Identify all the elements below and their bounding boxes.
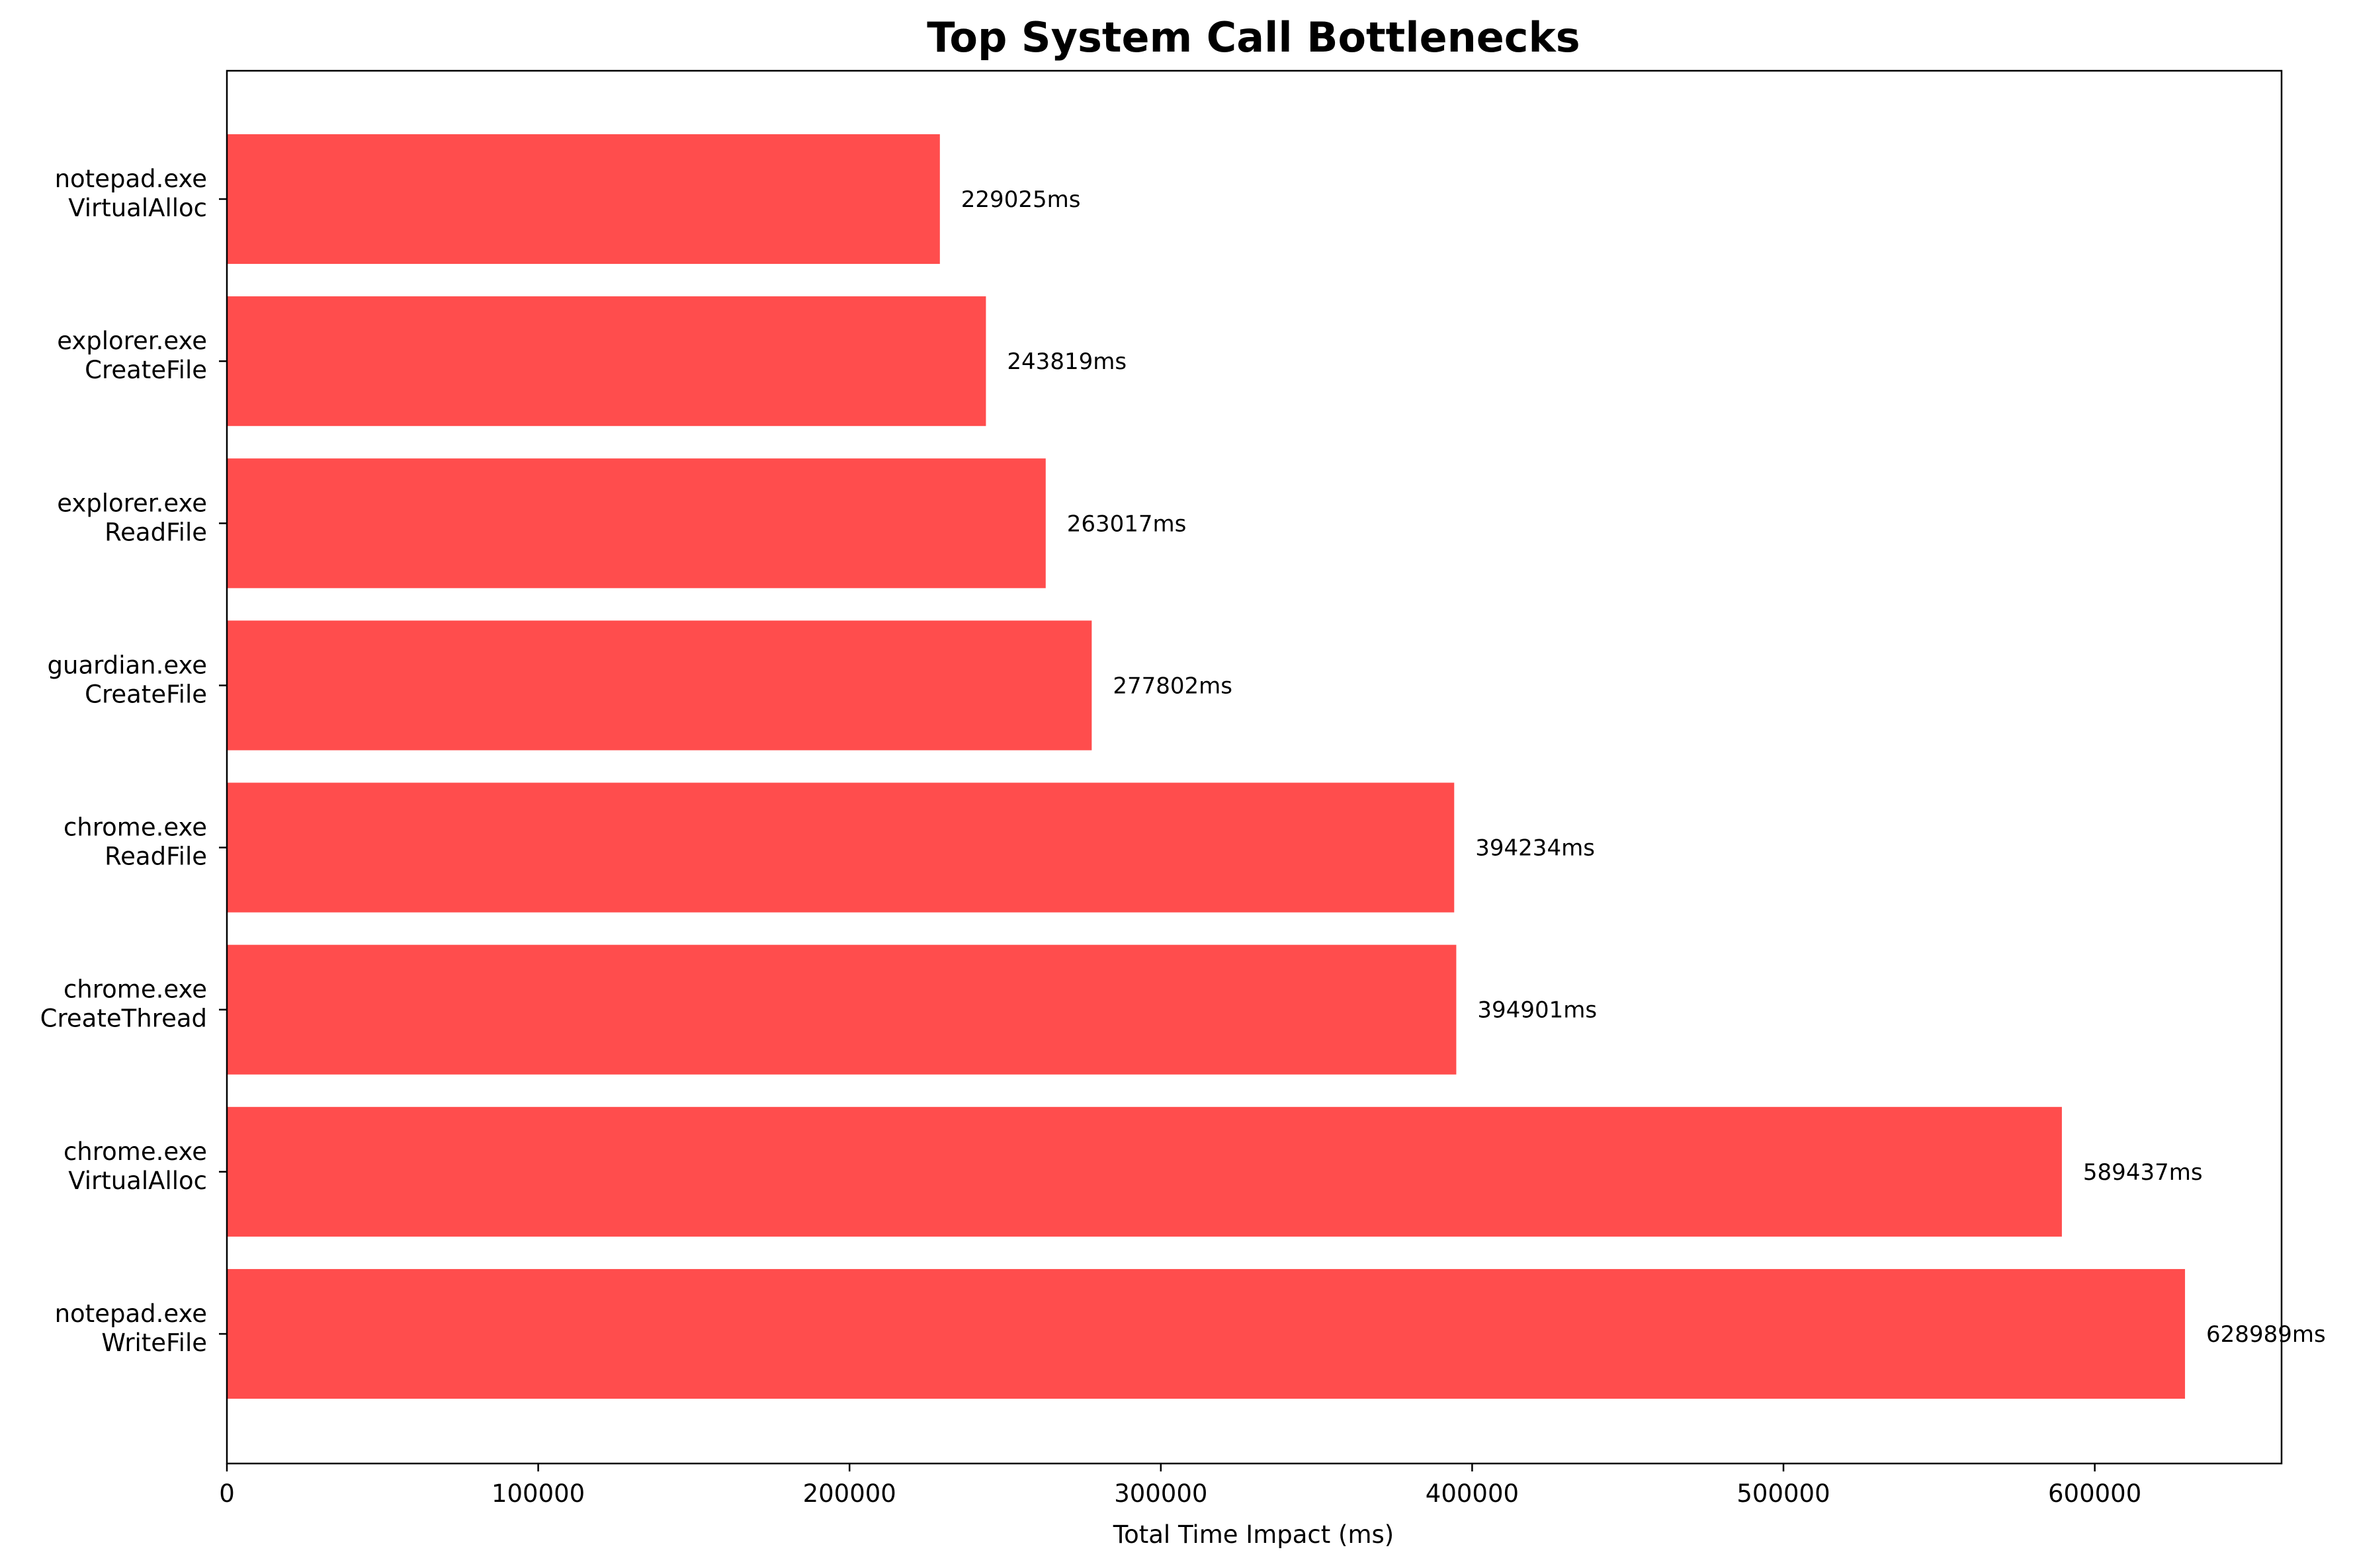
- data-label-6: 589437ms: [2083, 1159, 2203, 1186]
- y-tick-label-syscall: CreateThread: [40, 1005, 207, 1033]
- y-tick-label-process: chrome.exe: [64, 813, 207, 842]
- y-tick-label-syscall: ReadFile: [105, 843, 207, 871]
- y-tick-label-0: notepad.exe VirtualAlloc: [55, 165, 207, 222]
- y-tick-label-3: guardian.exe CreateFile: [48, 651, 207, 708]
- y-tick-label-process: explorer.exe: [57, 327, 207, 355]
- bar-4: [227, 782, 1455, 913]
- x-tick-label-2: 200000: [803, 1479, 896, 1508]
- data-label-4: 394234ms: [1475, 835, 1595, 862]
- x-axis: 0 100000 200000 300000 400000 500000 600000: [219, 1464, 2141, 1508]
- y-tick-label-process: guardian.exe: [48, 651, 207, 679]
- x-axis-label: Total Time Impact (ms): [1113, 1520, 1394, 1549]
- x-tick-label-0: 0: [219, 1479, 235, 1508]
- y-tick-label-syscall: VirtualAlloc: [68, 194, 207, 222]
- data-label-5: 394901ms: [1477, 997, 1597, 1024]
- bar-5: [227, 944, 1457, 1075]
- bars-group: [227, 134, 2186, 1399]
- y-tick-label-syscall: ReadFile: [105, 518, 207, 546]
- x-tick-label-6: 600000: [2048, 1479, 2141, 1508]
- data-label-2: 263017ms: [1067, 511, 1187, 537]
- bar-2: [227, 458, 1046, 589]
- y-tick-label-7: notepad.exe WriteFile: [55, 1300, 207, 1357]
- bar-3: [227, 620, 1092, 751]
- x-tick-label-4: 400000: [1426, 1479, 1519, 1508]
- plot-frame: [226, 69, 2283, 1465]
- y-tick-label-1: explorer.exe CreateFile: [57, 327, 207, 384]
- y-tick-label-syscall: WriteFile: [101, 1329, 207, 1357]
- bar-1: [227, 296, 986, 427]
- data-label-7: 628989ms: [2206, 1321, 2326, 1348]
- data-label-1: 243819ms: [1007, 349, 1127, 375]
- y-tick-label-6: chrome.exe VirtualAlloc: [64, 1137, 207, 1195]
- y-tick-label-syscall: CreateFile: [85, 680, 207, 708]
- x-tick-label-3: 300000: [1114, 1479, 1207, 1508]
- chart-title: Top System Call Bottlenecks: [927, 13, 1580, 62]
- y-tick-label-syscall: CreateFile: [85, 356, 207, 384]
- y-tick-label-syscall: VirtualAlloc: [68, 1167, 207, 1195]
- y-tick-label-5: chrome.exe CreateThread: [40, 975, 207, 1033]
- y-tick-label-process: chrome.exe: [64, 975, 207, 1004]
- y-tick-label-process: notepad.exe: [55, 1300, 207, 1328]
- y-tick-label-2: explorer.exe ReadFile: [57, 489, 207, 546]
- bar-0: [227, 134, 940, 265]
- data-label-0: 229025ms: [961, 186, 1081, 213]
- data-labels-group: 229025ms 243819ms 263017ms 277802ms 394234ms…: [961, 186, 2326, 1348]
- bar-6: [227, 1106, 2062, 1237]
- data-label-3: 277802ms: [1113, 673, 1232, 699]
- y-tick-label-process: chrome.exe: [64, 1137, 207, 1166]
- x-tick-label-5: 500000: [1736, 1479, 1830, 1508]
- y-tick-label-4: chrome.exe ReadFile: [64, 813, 207, 871]
- x-tick-label-1: 100000: [492, 1479, 585, 1508]
- bar-7: [227, 1268, 2186, 1399]
- y-tick-label-process: explorer.exe: [57, 489, 207, 517]
- y-tick-label-process: notepad.exe: [55, 165, 207, 193]
